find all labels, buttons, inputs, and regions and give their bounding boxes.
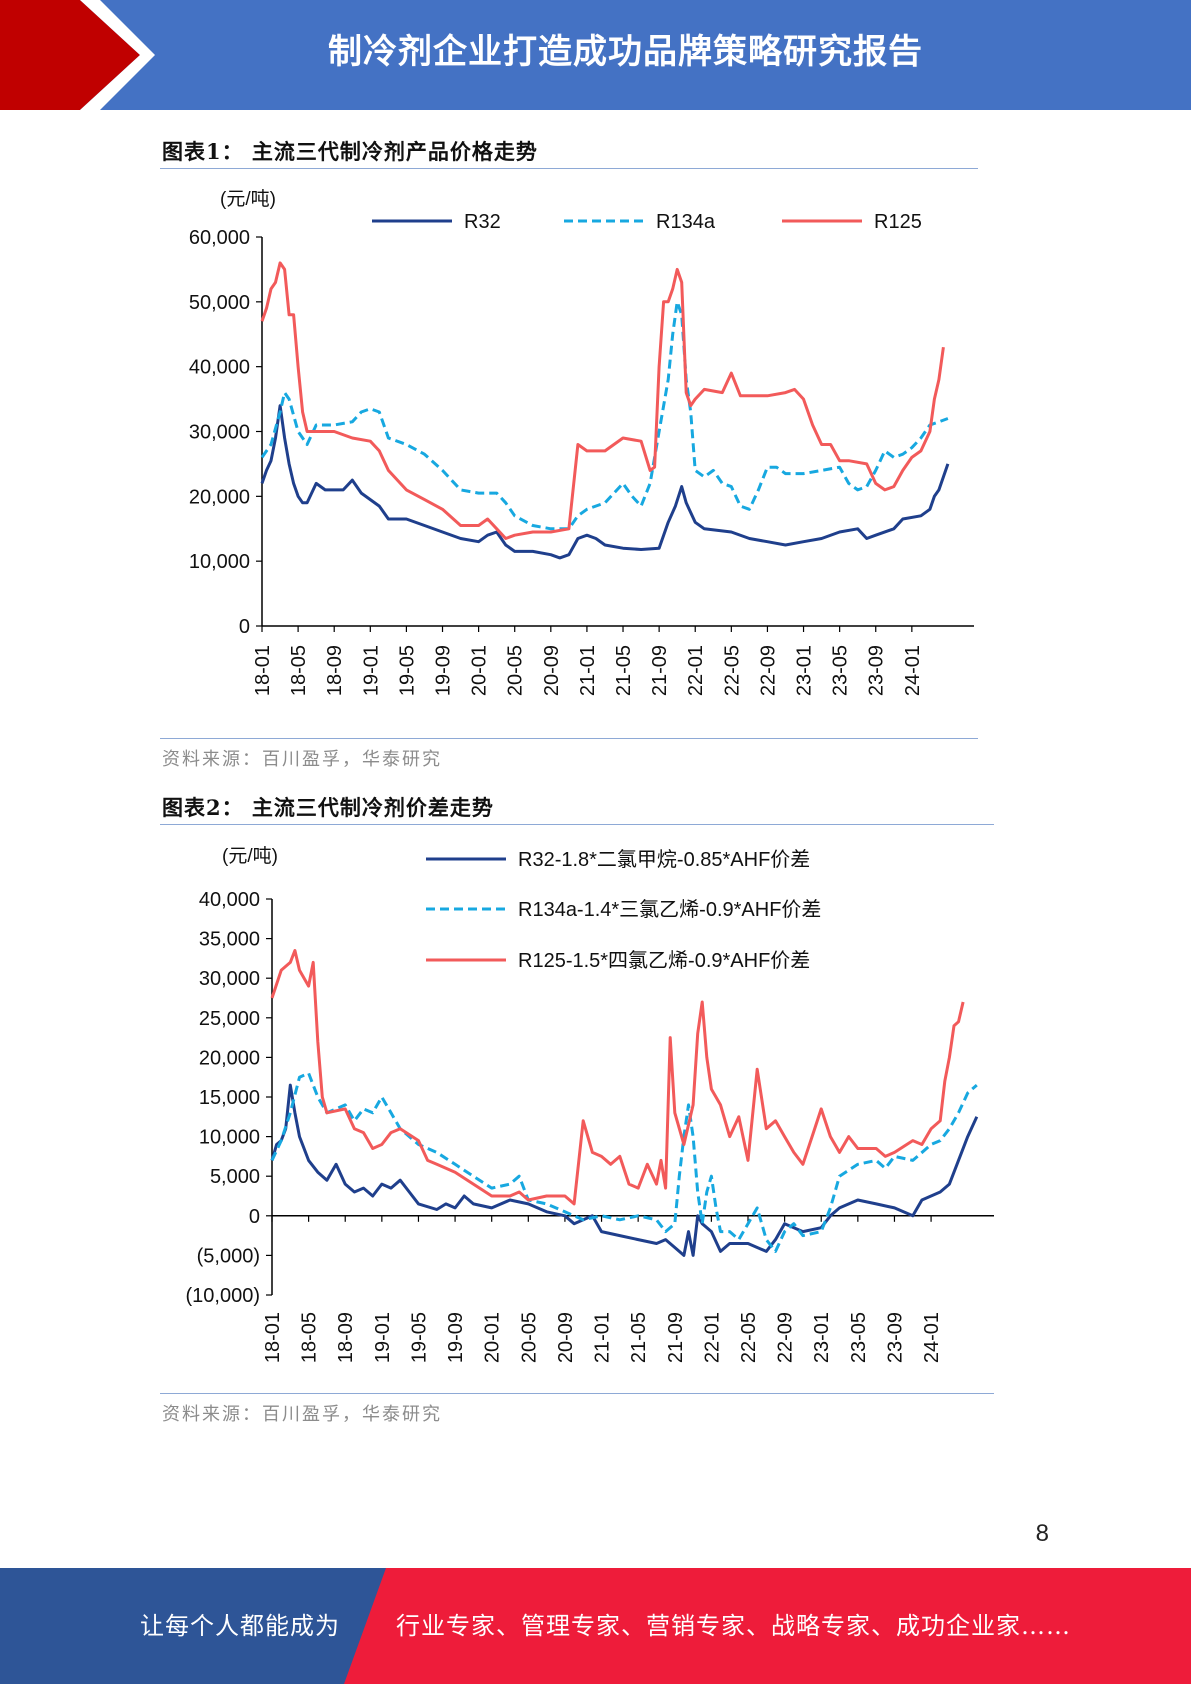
- chart1-series-line-3: [260, 261, 945, 540]
- chart2-xtick-label: 20-05: [518, 1312, 540, 1363]
- chart2-xtick-label: 19-09: [445, 1312, 467, 1363]
- chart1-ytick-label: 10,000: [189, 551, 250, 573]
- chart2-series-line-1: [270, 1083, 979, 1257]
- chart2-unit-label: (元/吨): [222, 845, 278, 867]
- chart2-xtick-label: 23-01: [811, 1312, 833, 1363]
- chart1-xtick-label: 18-05: [288, 645, 310, 696]
- chart2-xtick-label: 21-01: [592, 1312, 614, 1363]
- chart2-ytick-label: 10,000: [199, 1127, 260, 1149]
- chart1-xtick-label: 23-09: [866, 645, 888, 696]
- chart2-xtick-label: 20-09: [555, 1312, 577, 1363]
- chart2-ytick-label: 0: [249, 1206, 260, 1228]
- chart1-unit-label: (元/吨): [220, 188, 276, 210]
- chart2-xtick-label: 24-01: [921, 1312, 943, 1363]
- chart2-series-line-3: [270, 949, 965, 1206]
- figure2-source: 资料来源：百川盈孚，华泰研究: [162, 1404, 442, 1425]
- chart2-xtick-label: 21-05: [628, 1312, 650, 1363]
- chart2-legend-label-3: R125-1.5*四氯乙烯-0.9*AHF价差: [518, 949, 810, 972]
- chart1-legend-label-1: R32: [464, 211, 501, 233]
- page-number: 8: [1035, 1520, 1049, 1547]
- chart1-ytick-label: 60,000: [189, 227, 250, 249]
- chart2-ytick-label: 15,000: [199, 1087, 260, 1109]
- header-arrow-decoration: [0, 0, 155, 110]
- chart1-xtick-label: 19-05: [396, 645, 418, 696]
- chart2-ytick-label: 25,000: [199, 1008, 260, 1030]
- chart1-legend-label-3: R125: [874, 211, 922, 233]
- chart1-ytick-label: 30,000: [189, 422, 250, 444]
- chart2-xtick-label: 18-09: [335, 1312, 357, 1363]
- figure1-source: 资料来源：百川盈孚，华泰研究: [162, 749, 442, 770]
- chart2-ytick-label: 35,000: [199, 929, 260, 951]
- footer-bar: [0, 1568, 1191, 1684]
- chart2-xtick-label: 22-09: [775, 1312, 797, 1363]
- chart1-xtick-label: 24-01: [902, 645, 924, 696]
- chart1-xtick-label: 22-05: [721, 645, 743, 696]
- spread-trend-chart: (元/吨) (10,000) (5,000) 0 5,000 10,000 15,000 20…: [186, 845, 994, 1363]
- figure1-bottom-rule: [160, 738, 978, 739]
- chart2-ytick-label: 5,000: [210, 1166, 260, 1188]
- chart2-xtick-label: 23-09: [884, 1312, 906, 1363]
- chart2-xtick-label: 21-09: [665, 1312, 687, 1363]
- figure2-top-rule: [160, 824, 994, 825]
- chart2-xtick-label: 22-05: [738, 1312, 760, 1363]
- footer-slogan-left: 让每个人都能成为: [140, 1612, 340, 1640]
- chart1-xtick-label: 18-09: [324, 645, 346, 696]
- chart2-series-line-2: [270, 1071, 978, 1253]
- report-title: 制冷剂企业打造成功品牌策略研究报告: [328, 32, 923, 72]
- chart1-series-line-1: [260, 404, 950, 560]
- chart2-xtick-label: 22-01: [701, 1312, 723, 1363]
- chart1-xtick-label: 20-09: [541, 645, 563, 696]
- figure1-caption: 图表1： 主流三代制冷剂产品价格走势: [162, 139, 538, 164]
- chart2-ytick-label: (5,000): [197, 1245, 260, 1267]
- chart1-legend-label-2: R134a: [656, 211, 716, 233]
- chart1-xtick-label: 19-01: [360, 645, 382, 696]
- chart2-ytick-label: 40,000: [199, 889, 260, 911]
- chart2-legend-label-1: R32-1.8*二氯甲烷-0.85*AHF价差: [518, 848, 810, 871]
- price-trend-chart: (元/吨) 0 10,000 20,000 30,000 40,000 50,000 60,0…: [189, 188, 974, 696]
- footer-slogan-right: 行业专家、管理专家、营销专家、战略专家、成功企业家……: [396, 1612, 1071, 1640]
- chart1-xtick-label: 18-01: [252, 645, 274, 696]
- chart2-xtick-label: 19-05: [408, 1312, 430, 1363]
- figure2-bottom-rule: [160, 1393, 994, 1394]
- figure1-top-rule: [160, 168, 978, 169]
- chart1-ytick-label: 0: [239, 616, 250, 638]
- chart2-legend-label-2: R134a-1.4*三氯乙烯-0.9*AHF价差: [518, 898, 821, 921]
- chart1-xtick-label: 22-01: [685, 645, 707, 696]
- chart1-xtick-label: 21-05: [613, 645, 635, 696]
- chart2-ytick-label: 20,000: [199, 1047, 260, 1069]
- chart2-xtick-label: 18-01: [262, 1312, 284, 1363]
- chart1-xtick-label: 21-01: [577, 645, 599, 696]
- chart2-ytick-label: 30,000: [199, 968, 260, 990]
- chart1-xtick-label: 23-05: [830, 645, 852, 696]
- chart1-xtick-label: 19-09: [433, 645, 455, 696]
- chart1-xtick-label: 23-01: [794, 645, 816, 696]
- chart1-xtick-label: 20-01: [469, 645, 491, 696]
- chart1-xtick-label: 22-09: [757, 645, 779, 696]
- figure2-caption: 图表2： 主流三代制冷剂价差走势: [162, 795, 494, 820]
- chart2-xtick-label: 23-05: [848, 1312, 870, 1363]
- chart1-series-line-2: [260, 300, 949, 531]
- chart1-xtick-label: 20-05: [505, 645, 527, 696]
- chart2-xtick-label: 18-05: [299, 1312, 321, 1363]
- chart1-ytick-label: 50,000: [189, 292, 250, 314]
- header-bar: [0, 0, 1191, 110]
- chart2-xtick-label: 19-01: [372, 1312, 394, 1363]
- chart2-ytick-label: (10,000): [186, 1285, 261, 1307]
- chart1-xtick-label: 21-09: [649, 645, 671, 696]
- chart1-ytick-label: 20,000: [189, 486, 250, 508]
- chart2-xtick-label: 20-01: [482, 1312, 504, 1363]
- chart1-ytick-label: 40,000: [189, 357, 250, 379]
